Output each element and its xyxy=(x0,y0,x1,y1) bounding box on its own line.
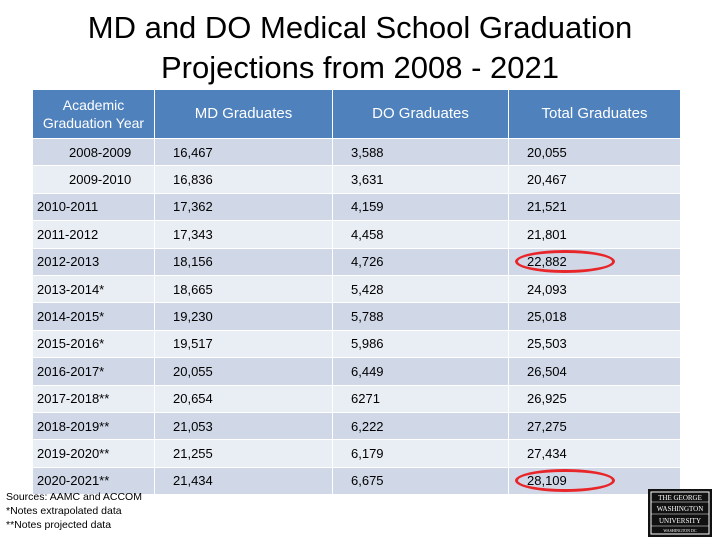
year-cell: 2017-2018** xyxy=(32,384,155,413)
year-cell: 2015-2016* xyxy=(32,329,155,359)
total-value: 20,467 xyxy=(527,172,567,188)
logo-text-1: THE GEORGE xyxy=(658,494,702,502)
table-row: 2012-2013 18,156 4,726 22,882 xyxy=(32,247,681,276)
logo-text-3: UNIVERSITY xyxy=(659,517,701,525)
year-cell: 2010-2011 xyxy=(32,192,155,222)
slide-title-line2: Projections from 2008 - 2021 xyxy=(160,50,560,85)
do-cell: 5,788 xyxy=(332,302,509,331)
do-cell: 3,588 xyxy=(332,137,509,167)
do-cell: 5,986 xyxy=(332,329,509,359)
table-row: 2018-2019** 21,053 6,222 27,275 xyxy=(32,411,681,441)
gwu-logo-mark: THE GEORGE WASHINGTON UNIVERSITY WASHING… xyxy=(650,491,710,535)
table-row: 2009-2010 16,836 3,631 20,467 xyxy=(32,165,681,194)
total-value: 21,521 xyxy=(527,199,567,215)
header-md: MD Graduates xyxy=(154,89,333,139)
total-cell: 24,093 xyxy=(508,274,681,304)
total-cell: 25,503 xyxy=(508,329,681,359)
total-value: 20,055 xyxy=(527,144,567,160)
total-cell: 27,434 xyxy=(508,439,681,468)
note-projected: **Notes projected data xyxy=(6,519,112,531)
logo-text-4: WASHINGTON DC xyxy=(663,528,696,533)
md-cell: 21,434 xyxy=(154,466,333,496)
header-do: DO Graduates xyxy=(332,89,509,139)
table-header-row: Academic Graduation Year MD Graduates DO… xyxy=(32,89,681,139)
total-value: 25,018 xyxy=(527,309,567,325)
year-cell: 2012-2013 xyxy=(32,247,155,276)
table-row: 2014-2015* 19,230 5,788 25,018 xyxy=(32,302,681,331)
logo-text-2: WASHINGTON xyxy=(657,505,704,513)
graduation-table: Academic Graduation Year MD Graduates DO… xyxy=(32,89,681,496)
md-cell: 17,343 xyxy=(154,220,333,249)
year-cell: 2020-2021** xyxy=(32,466,155,496)
table-row: 2008-2009 16,467 3,588 20,055 xyxy=(32,137,681,167)
table-row: 2017-2018** 20,654 6271 26,925 xyxy=(32,384,681,413)
header-year: Academic Graduation Year xyxy=(32,89,155,139)
year-cell: 2011-2012 xyxy=(32,220,155,249)
total-value: 26,925 xyxy=(527,391,567,407)
table-row: 2010-2011 17,362 4,159 21,521 xyxy=(32,192,681,222)
total-cell: 27,275 xyxy=(508,411,681,441)
year-cell: 2008-2009 xyxy=(32,137,155,167)
total-cell: 22,882 xyxy=(508,247,681,276)
table-row: 2020-2021** 21,434 6,675 28,109 xyxy=(32,466,681,496)
do-cell: 6,449 xyxy=(332,357,509,386)
do-cell: 4,726 xyxy=(332,247,509,276)
year-cell: 2014-2015* xyxy=(32,302,155,331)
total-cell: 25,018 xyxy=(508,302,681,331)
md-cell: 17,362 xyxy=(154,192,333,222)
header-total: Total Graduates xyxy=(508,89,681,139)
table-row: 2013-2014* 18,665 5,428 24,093 xyxy=(32,274,681,304)
source-notes: Sources: AAMC and ACCOM *Notes extrapola… xyxy=(6,490,142,532)
do-cell: 3,631 xyxy=(332,165,509,194)
do-cell: 4,458 xyxy=(332,220,509,249)
slide-title-line1: MD and DO Medical School Graduation xyxy=(87,10,633,45)
table-row: 2011-2012 17,343 4,458 21,801 xyxy=(32,220,681,249)
md-cell: 18,156 xyxy=(154,247,333,276)
md-cell: 21,255 xyxy=(154,439,333,468)
year-cell: 2013-2014* xyxy=(32,274,155,304)
year-cell: 2009-2010 xyxy=(32,165,155,194)
table-row: 2019-2020** 21,255 6,179 27,434 xyxy=(32,439,681,468)
do-cell: 5,428 xyxy=(332,274,509,304)
do-cell: 6,222 xyxy=(332,411,509,441)
total-cell: 21,801 xyxy=(508,220,681,249)
md-cell: 19,517 xyxy=(154,329,333,359)
table-row: 2016-2017* 20,055 6,449 26,504 xyxy=(32,357,681,386)
gwu-logo: THE GEORGE WASHINGTON UNIVERSITY WASHING… xyxy=(648,489,712,537)
total-value: 28,109 xyxy=(527,473,567,489)
do-cell: 4,159 xyxy=(332,192,509,222)
do-cell: 6,675 xyxy=(332,466,509,496)
table-row: 2015-2016* 19,517 5,986 25,503 xyxy=(32,329,681,359)
year-cell: 2019-2020** xyxy=(32,439,155,468)
total-cell: 20,467 xyxy=(508,165,681,194)
md-cell: 20,055 xyxy=(154,357,333,386)
do-cell: 6,179 xyxy=(332,439,509,468)
total-value: 22,882 xyxy=(527,254,567,270)
total-value: 24,093 xyxy=(527,281,567,297)
total-value: 25,503 xyxy=(527,336,567,352)
year-cell: 2018-2019** xyxy=(32,411,155,441)
md-cell: 16,836 xyxy=(154,165,333,194)
total-cell: 20,055 xyxy=(508,137,681,167)
total-cell: 26,925 xyxy=(508,384,681,413)
total-value: 26,504 xyxy=(527,363,567,379)
do-cell: 6271 xyxy=(332,384,509,413)
total-cell: 21,521 xyxy=(508,192,681,222)
total-value: 21,801 xyxy=(527,226,567,242)
md-cell: 20,654 xyxy=(154,384,333,413)
year-cell: 2016-2017* xyxy=(32,357,155,386)
md-cell: 21,053 xyxy=(154,411,333,441)
note-sources: Sources: AAMC and ACCOM xyxy=(6,491,142,503)
md-cell: 19,230 xyxy=(154,302,333,331)
total-cell: 26,504 xyxy=(508,357,681,386)
md-cell: 16,467 xyxy=(154,137,333,167)
slide-title: MD and DO Medical School Graduation Proj… xyxy=(0,8,720,88)
note-extrapolated: *Notes extrapolated data xyxy=(6,505,122,517)
total-value: 27,434 xyxy=(527,445,567,461)
total-value: 27,275 xyxy=(527,418,567,434)
md-cell: 18,665 xyxy=(154,274,333,304)
